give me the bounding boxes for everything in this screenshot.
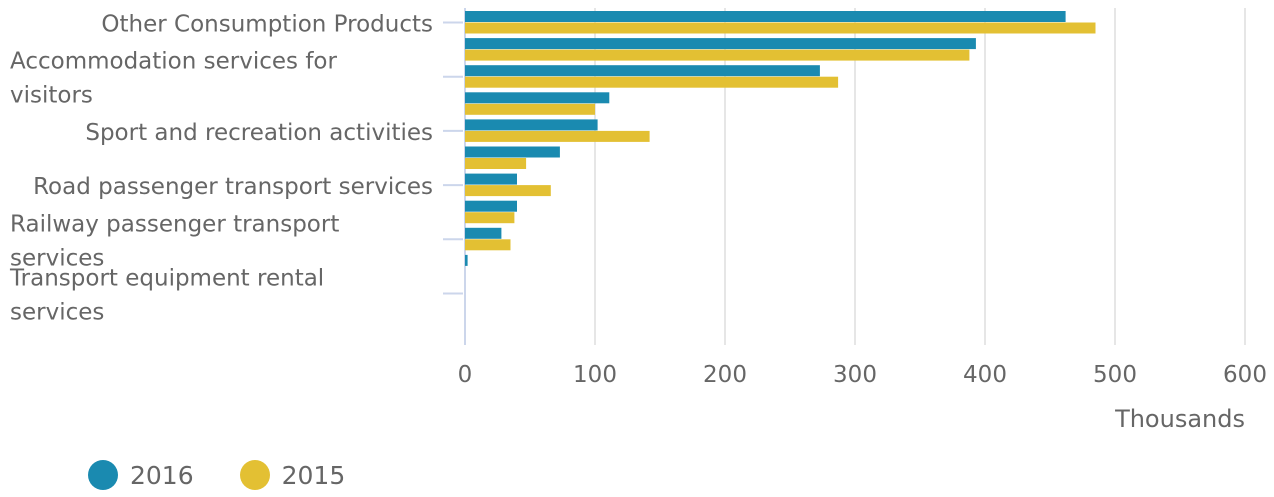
bar-2015-8: [465, 239, 511, 251]
legend-item-2015[interactable]: 2015: [239, 460, 346, 490]
y-category-label-line: Other Consumption Products: [101, 12, 433, 38]
bar-2016-5: [465, 146, 560, 158]
legend: 2016 2015: [88, 460, 391, 490]
bar-2015-3: [465, 103, 595, 115]
bar-2016-0: [465, 11, 1066, 22]
x-tick-label: 600: [1223, 362, 1267, 388]
bar-2016-4: [465, 119, 598, 131]
y-category-label: Sport and recreation activities: [85, 120, 433, 146]
y-category-label-line: services: [10, 245, 104, 271]
legend-label-2015: 2015: [281, 460, 346, 490]
bar-2016-7: [465, 200, 517, 212]
bar-2016-1: [465, 38, 976, 50]
bar-2016-3: [465, 92, 610, 104]
y-category-label: Accommodation services for visitors: [10, 49, 337, 109]
y-category-label-line: Accommodation services for: [10, 49, 337, 75]
x-tick-label: 400: [963, 362, 1007, 388]
y-category-label-line: Transport equipment rental: [9, 266, 324, 292]
x-tick-label: 0: [458, 362, 473, 388]
x-tick-label: 100: [573, 362, 617, 388]
x-tick-label: 300: [833, 362, 877, 388]
legend-marker-2015: [239, 460, 270, 490]
bar-2016-2: [465, 65, 820, 77]
bar-2016-9: [465, 254, 468, 266]
y-category-label: Other Consumption Products: [101, 12, 433, 38]
y-category-label: Transport equipment rental services: [9, 266, 324, 326]
bar-2015-5: [465, 158, 527, 169]
y-category-label-line: Road passenger transport services: [33, 174, 433, 200]
bar-2015-2: [465, 76, 839, 88]
y-category-label-line: services: [10, 300, 104, 326]
legend-item-2016[interactable]: 2016: [88, 460, 194, 490]
x-tick-label: 500: [1093, 362, 1137, 388]
bar-2016-6: [465, 173, 517, 185]
legend-marker-2016: [88, 460, 118, 490]
y-category-label-line: Railway passenger transport: [10, 211, 339, 237]
bar-2015-6: [465, 185, 551, 197]
y-category-label: Road passenger transport services: [33, 174, 433, 200]
y-category-label-line: Sport and recreation activities: [85, 120, 433, 146]
x-axis-title: Thousands: [1114, 405, 1245, 433]
y-category-label: Railway passenger transport services: [10, 211, 339, 271]
bar-2015-1: [465, 49, 970, 61]
legend-label-2016: 2016: [130, 460, 194, 490]
y-category-label-line: visitors: [10, 83, 93, 109]
bar-2015-7: [465, 212, 515, 224]
bar-2016-8: [465, 227, 502, 239]
bar-2015-0: [465, 22, 1096, 34]
x-tick-label: 200: [703, 362, 747, 388]
bar-2015-4: [465, 130, 650, 142]
